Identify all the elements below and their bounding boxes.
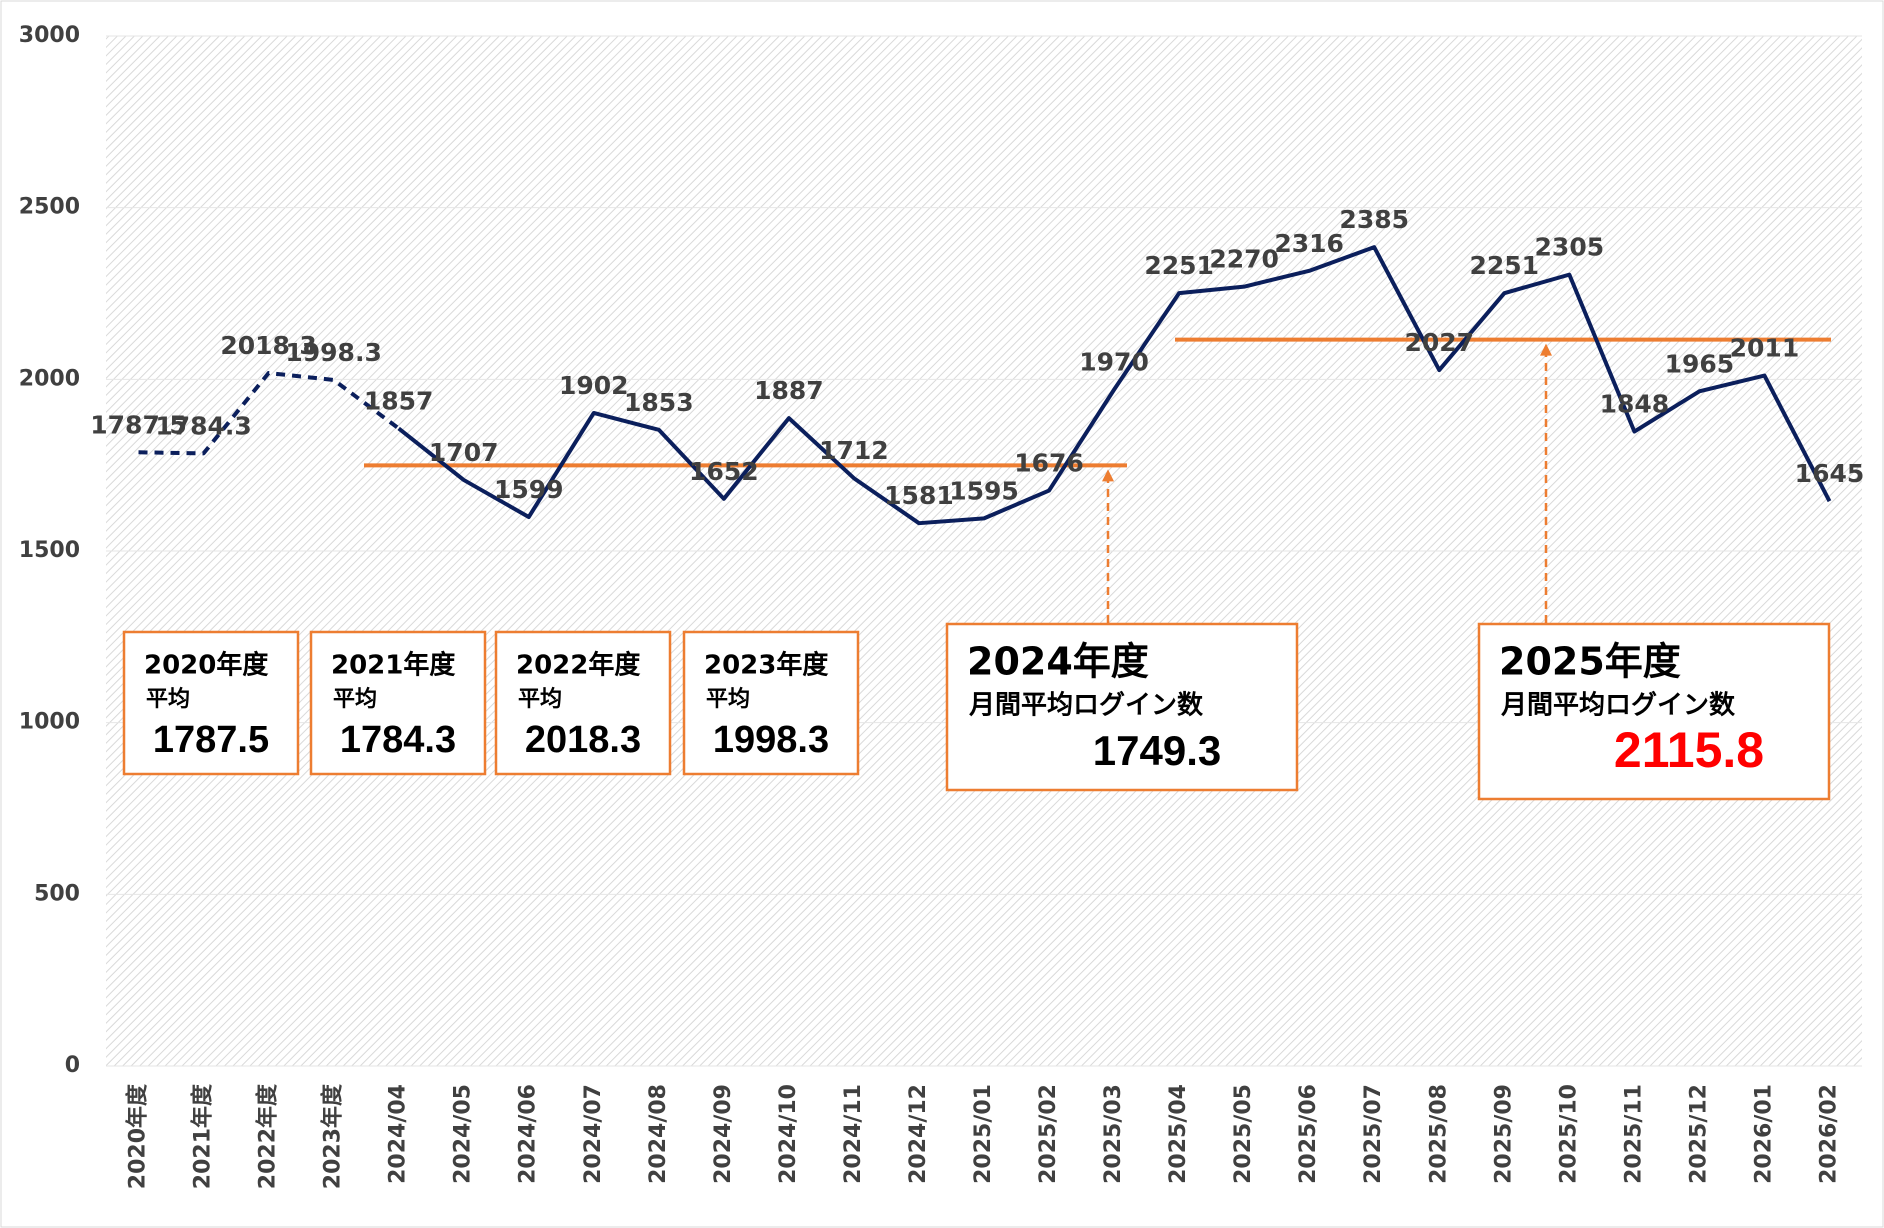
x-tick-label: 2024/04 (386, 1084, 411, 1184)
x-tick-label: 2024/12 (906, 1084, 931, 1184)
dashed-line (138, 371, 400, 456)
data-label: 1787.5 (90, 410, 186, 439)
x-tick-label: 2024/10 (776, 1084, 801, 1184)
data-label: 1998.3 (285, 338, 381, 367)
x-tick-label: 2025/10 (1556, 1084, 1581, 1184)
data-label: 1599 (494, 475, 564, 504)
data-label: 2251 (1469, 251, 1539, 280)
x-tick-label: 2025/01 (971, 1084, 996, 1184)
annotation-label: 平均 (333, 686, 377, 712)
annotation-box (122, 630, 300, 776)
annotation-year: 2020年度 (144, 650, 268, 681)
arrow-head (1540, 343, 1552, 356)
x-tick-label: 2025/09 (1491, 1084, 1516, 1184)
line (397, 245, 1832, 526)
data-label: 2316 (1274, 229, 1344, 258)
x-tick-label: 2024/11 (841, 1084, 866, 1184)
annotation-box (682, 630, 860, 776)
x-tick-label: 2025/07 (1361, 1084, 1386, 1184)
annotation-label: 月間平均ログイン数 (968, 691, 1204, 721)
x-tick-label: 2024/06 (516, 1084, 541, 1184)
x-tick-label: 2025/08 (1426, 1084, 1451, 1184)
annotation-label: 平均 (706, 686, 750, 712)
annotation-box (494, 630, 672, 776)
data-label: 2385 (1339, 205, 1409, 234)
y-tick-label: 500 (34, 881, 80, 906)
annotation-label: 月間平均ログイン数 (1500, 691, 1736, 721)
data-label: 1970 (1079, 348, 1149, 377)
x-tick-label: 2025/05 (1231, 1084, 1256, 1184)
data-label: 2018.3 (220, 331, 316, 360)
x-tick-label: 2025/06 (1296, 1084, 1321, 1184)
annotation-year: 2022年度 (516, 650, 640, 681)
x-tick-label: 2026/01 (1751, 1084, 1776, 1184)
annotation-label: 平均 (518, 686, 562, 712)
y-tick-label: 2000 (19, 366, 80, 391)
data-label: 2027 (1404, 328, 1474, 357)
y-tick-label: 3000 (19, 23, 80, 48)
data-label: 1595 (949, 476, 1019, 505)
x-tick-label: 2025/04 (1166, 1084, 1191, 1184)
data-label: 1645 (1795, 459, 1865, 488)
arrow-head (1102, 469, 1114, 482)
data-label: 1784.3 (155, 411, 251, 440)
data-label: 1848 (1600, 390, 1670, 419)
x-tick-label: 2026/02 (1816, 1084, 1841, 1184)
data-label: 1902 (559, 371, 629, 400)
annotation-box (1477, 622, 1831, 801)
x-tick-label: 2025/03 (1101, 1084, 1126, 1184)
annotation-value: 1749.3 (1093, 727, 1221, 774)
annotation-value: 1998.3 (713, 719, 829, 761)
y-tick-label: 0 (65, 1053, 80, 1078)
data-label: 1887 (754, 376, 824, 405)
annotation-value: 2115.8 (1614, 722, 1764, 778)
data-label: 2011 (1730, 334, 1800, 363)
x-tick-label: 2024/08 (646, 1084, 671, 1184)
x-tick-label: 2020年度 (125, 1083, 151, 1189)
data-label: 2251 (1144, 251, 1214, 280)
y-tick-label: 2500 (19, 195, 80, 220)
annotation-value: 2018.3 (525, 719, 641, 761)
data-label: 1581 (884, 481, 954, 510)
annotation-label: 平均 (146, 686, 190, 712)
annotation-value: 1787.5 (153, 719, 269, 761)
data-label: 1853 (624, 388, 694, 417)
annotation-year: 2024年度 (967, 640, 1149, 684)
annotation-box (309, 630, 487, 776)
data-label: 1965 (1665, 349, 1735, 378)
data-label: 1652 (689, 457, 759, 486)
annotation-value: 1784.3 (340, 719, 456, 761)
x-tick-label: 2021年度 (190, 1083, 216, 1189)
data-label: 2305 (1535, 233, 1605, 262)
x-tick-label: 2024/07 (581, 1084, 606, 1184)
x-tick-label: 2024/09 (711, 1084, 736, 1184)
data-label: 1712 (819, 436, 889, 465)
x-tick-label: 2022年度 (255, 1083, 281, 1189)
x-tick-label: 2024/05 (451, 1084, 476, 1184)
annotation-box (945, 622, 1299, 792)
x-tick-label: 2025/02 (1036, 1084, 1061, 1184)
annotation-year: 2023年度 (704, 650, 828, 681)
x-tick-label: 2023年度 (320, 1083, 346, 1189)
data-label: 1857 (364, 386, 434, 415)
data-label: 1707 (429, 438, 499, 467)
data-label: 2270 (1209, 245, 1279, 274)
data-label: 1676 (1014, 449, 1084, 478)
annotation-year: 2021年度 (331, 650, 455, 681)
x-tick-label: 2025/12 (1686, 1084, 1711, 1184)
y-tick-label: 1500 (19, 538, 80, 563)
y-tick-label: 1000 (19, 710, 80, 735)
annotation-year: 2025年度 (1499, 640, 1681, 684)
x-tick-label: 2025/11 (1621, 1084, 1646, 1184)
